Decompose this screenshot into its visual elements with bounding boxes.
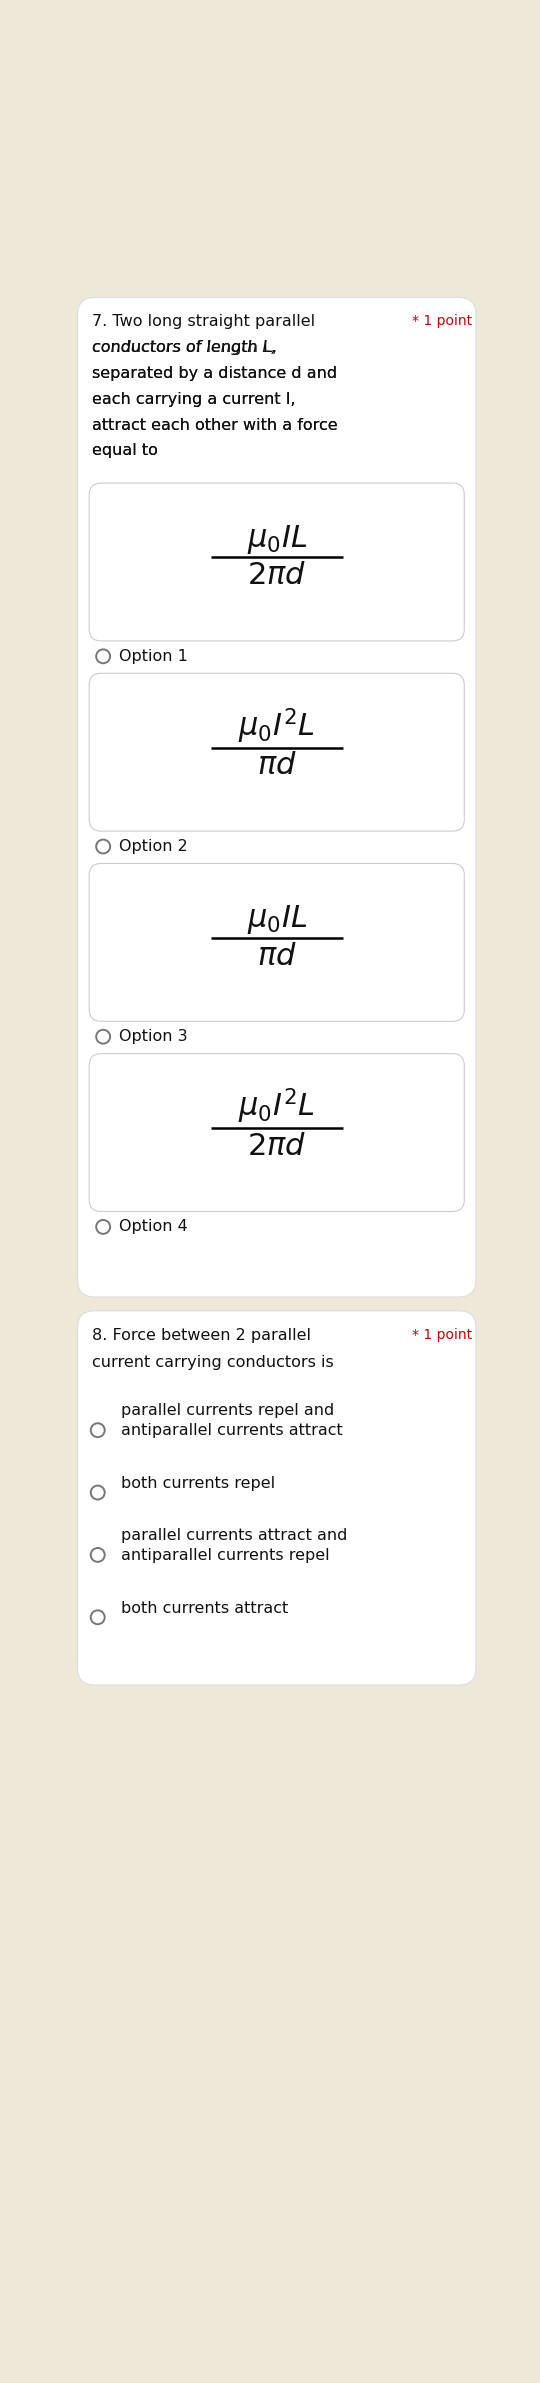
Text: $2\pi d$: $2\pi d$	[247, 562, 306, 591]
Text: both currents attract: both currents attract	[121, 1601, 288, 1616]
Text: attract each other with a force: attract each other with a force	[91, 417, 337, 434]
FancyBboxPatch shape	[89, 1053, 464, 1211]
Text: conductors of length L,: conductors of length L,	[91, 341, 276, 355]
Text: $\mu_0I^2L$: $\mu_0I^2L$	[238, 705, 315, 746]
Circle shape	[91, 1423, 105, 1437]
Text: current carrying conductors is: current carrying conductors is	[91, 1354, 333, 1370]
Text: $\mu_0I^2L$: $\mu_0I^2L$	[238, 1087, 315, 1127]
Text: 8. Force between 2 parallel: 8. Force between 2 parallel	[91, 1327, 310, 1342]
Text: * 1 point: * 1 point	[412, 315, 472, 329]
Text: equal to: equal to	[91, 443, 157, 458]
Text: $\mu_0IL$: $\mu_0IL$	[247, 522, 307, 555]
Text: equal to: equal to	[91, 443, 157, 458]
Text: both currents repel: both currents repel	[121, 1477, 275, 1492]
Text: separated by a distance d and: separated by a distance d and	[91, 367, 336, 381]
Text: Option 1: Option 1	[119, 648, 187, 665]
Text: $\pi d$: $\pi d$	[257, 941, 296, 970]
Circle shape	[91, 1611, 105, 1625]
Text: $\pi d$: $\pi d$	[257, 751, 296, 779]
Text: * 1 point: * 1 point	[412, 1327, 472, 1342]
FancyBboxPatch shape	[89, 484, 464, 641]
Text: Option 3: Option 3	[119, 1029, 187, 1044]
Text: 7. Two long straight parallel: 7. Two long straight parallel	[91, 315, 315, 329]
Text: parallel currents repel and
antiparallel currents attract: parallel currents repel and antiparallel…	[121, 1404, 343, 1437]
Text: separated by a distance d and: separated by a distance d and	[91, 367, 336, 381]
Circle shape	[96, 651, 110, 662]
Circle shape	[96, 1220, 110, 1234]
FancyBboxPatch shape	[89, 863, 464, 1022]
Circle shape	[96, 839, 110, 853]
Text: $\mu_0IL$: $\mu_0IL$	[247, 903, 307, 937]
Text: attract each other with a force: attract each other with a force	[91, 417, 337, 434]
Circle shape	[96, 1029, 110, 1044]
Circle shape	[91, 1549, 105, 1561]
FancyBboxPatch shape	[78, 1311, 476, 1685]
Text: Option 2: Option 2	[119, 839, 187, 853]
Text: Option 4: Option 4	[119, 1220, 187, 1234]
FancyBboxPatch shape	[89, 674, 464, 832]
Text: each carrying a current I,: each carrying a current I,	[91, 391, 295, 407]
FancyBboxPatch shape	[78, 298, 476, 1296]
Text: conductors of length L,: conductors of length L,	[91, 341, 276, 355]
Circle shape	[91, 1485, 105, 1499]
Text: $2\pi d$: $2\pi d$	[247, 1132, 306, 1161]
Text: parallel currents attract and
antiparallel currents repel: parallel currents attract and antiparall…	[121, 1528, 347, 1563]
Text: each carrying a current I,: each carrying a current I,	[91, 391, 295, 407]
